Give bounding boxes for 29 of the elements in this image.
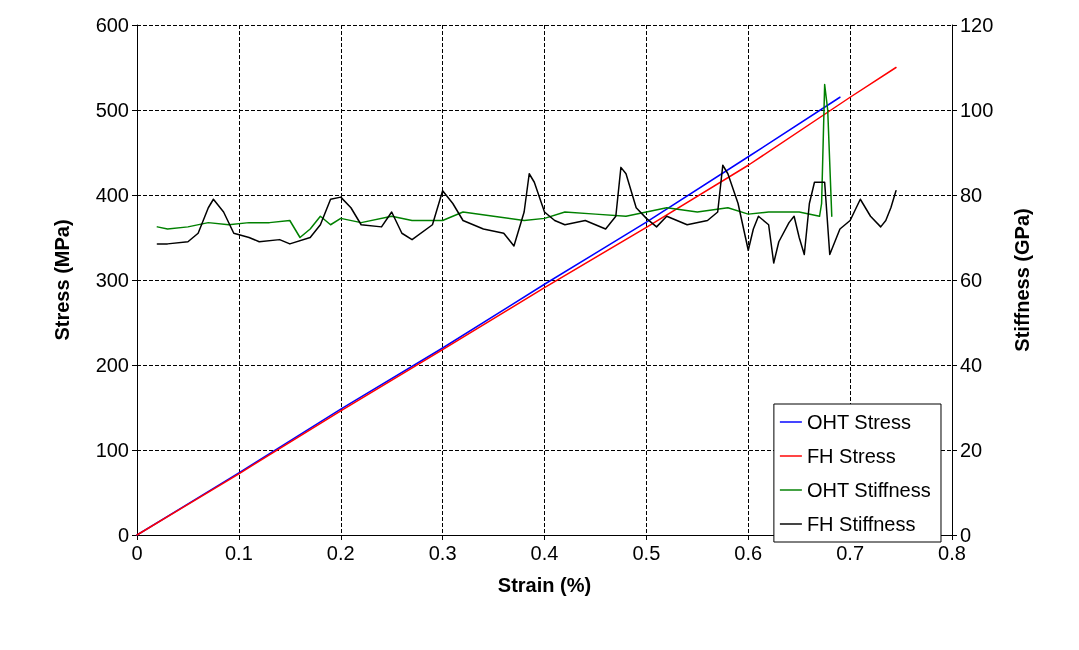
y2-axis-title: Stiffness (GPa)	[1011, 208, 1033, 352]
y2-tick-label: 40	[960, 354, 983, 376]
x-tick-label: 0	[131, 542, 143, 564]
x-tick-label: 0.2	[326, 542, 355, 564]
y-tick-label: 400	[95, 184, 129, 206]
x-tick-label: 0.6	[734, 542, 763, 564]
y-tick-label: 500	[95, 99, 129, 121]
y2-tick-label: 100	[960, 99, 994, 121]
y-tick-label: 100	[95, 439, 129, 461]
legend-label: FH Stiffness	[806, 513, 916, 535]
y2-tick-label: 80	[960, 184, 983, 206]
x-tick-label: 0.1	[224, 542, 253, 564]
y-tick-label: 200	[95, 354, 129, 376]
y-tick-label: 0	[117, 524, 129, 546]
y-tick-label: 600	[95, 14, 129, 36]
y-axis-title: Stress (MPa)	[51, 219, 73, 341]
legend-label: OHT Stress	[806, 411, 911, 433]
x-axis-title: Strain (%)	[497, 574, 592, 596]
x-tick-label: 0.4	[530, 542, 559, 564]
x-tick-label: 0.7	[836, 542, 865, 564]
line-series	[156, 83, 833, 239]
x-tick-label: 0.3	[428, 542, 457, 564]
y2-tick-label: 20	[960, 439, 983, 461]
legend-label: OHT Stiffness	[806, 479, 931, 501]
x-tick-label: 0.5	[632, 542, 661, 564]
y2-tick-label: 60	[960, 269, 983, 291]
legend-label: FH Stress	[806, 445, 896, 467]
y-tick-label: 300	[95, 269, 129, 291]
y2-tick-label: 120	[960, 14, 994, 36]
